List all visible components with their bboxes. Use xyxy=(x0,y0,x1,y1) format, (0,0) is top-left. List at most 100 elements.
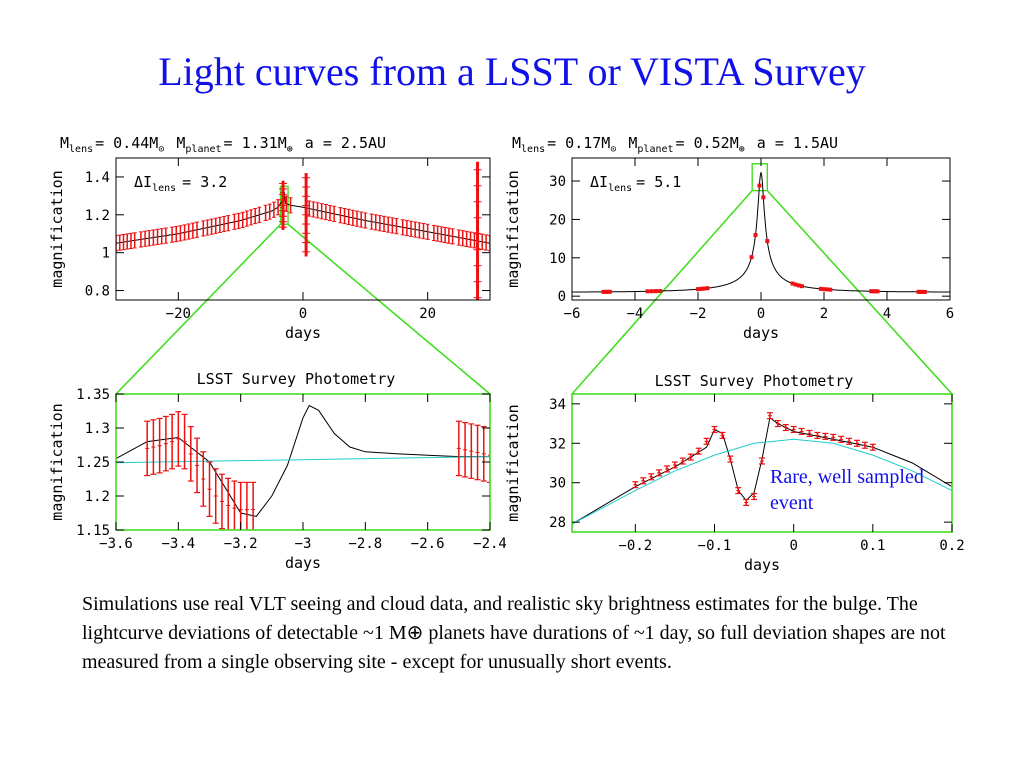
tr-data-point xyxy=(699,286,704,291)
tr-data-point xyxy=(822,287,826,292)
tr-data-point xyxy=(658,289,663,294)
zoom-connectors xyxy=(115,163,953,395)
tr-data-point xyxy=(603,289,608,294)
br-xtick-label: 0.1 xyxy=(860,538,885,554)
tr-model-line xyxy=(572,172,950,293)
bl-xtick-label: −2.4 xyxy=(473,536,507,552)
bl-xtick-label: −3.4 xyxy=(161,536,195,552)
tr-data-point xyxy=(654,289,658,294)
annotation-text: Rare, well sampled event xyxy=(770,466,924,514)
tl-xtick-label: −20 xyxy=(166,306,191,322)
tr-data-point xyxy=(649,289,654,294)
tr-ytick-label: 30 xyxy=(549,174,566,190)
tl-plot-area xyxy=(116,161,490,300)
tl-connector-left xyxy=(115,223,282,395)
tr-ytick-label: 10 xyxy=(549,251,566,267)
bl-xtick-label: −3 xyxy=(295,536,312,552)
br-xtick-label: −0.1 xyxy=(698,538,732,554)
bl-ytick-label: 1.15 xyxy=(76,523,110,539)
br-ytick-label: 34 xyxy=(549,397,566,413)
tr-data-point xyxy=(790,281,795,286)
tr-data-point xyxy=(871,289,876,294)
tr-ytick-label: 0 xyxy=(558,289,566,305)
tr-xtick-label: −6 xyxy=(564,306,581,322)
tr-data-point xyxy=(922,289,927,294)
tr-xtick-label: 4 xyxy=(883,306,891,322)
tr-chart: −6 −4 −2 0 2 4 6 0 10 20 30 days magnification xyxy=(504,157,954,342)
tr-plot-area xyxy=(572,172,950,294)
tr-data-point xyxy=(761,195,766,200)
bl-xtick-label: −2.8 xyxy=(348,536,382,552)
bl-model-line xyxy=(116,404,490,517)
tr-data-point xyxy=(757,183,762,188)
br-frame xyxy=(571,393,953,533)
tr-xtick-label: −2 xyxy=(690,306,707,322)
tr-data-point xyxy=(765,239,770,244)
tr-data-point xyxy=(918,289,923,294)
tr-data-point xyxy=(875,289,880,294)
tl-connector-right xyxy=(287,223,491,395)
tr-data-point xyxy=(601,289,606,294)
bl-xlabel: days xyxy=(285,554,321,572)
bl-ytick-label: 1.3 xyxy=(85,421,110,437)
br-plot-area xyxy=(572,412,952,525)
tr-ytick-label: 20 xyxy=(549,212,566,228)
tl-xtick-label: 20 xyxy=(419,306,436,322)
tr-data-point xyxy=(753,233,758,238)
br-model-line xyxy=(572,416,952,525)
bl-ytick-label: 1.35 xyxy=(76,387,110,403)
tl-caption: Mlens = 0.44M⊙ Mplanet = 1.31M⊕ a = 2.5AU xyxy=(60,134,386,155)
tr-data-point xyxy=(696,287,700,292)
tl-ytick-label: 1.2 xyxy=(85,208,110,224)
tr-data-point xyxy=(796,283,801,288)
tl-xlabel: days xyxy=(285,324,321,342)
bl-ytick-label: 1.2 xyxy=(85,489,110,505)
tr-data-point xyxy=(645,289,650,294)
tl-chart: −20 0 20 0.8 1 1.2 1.4 days magnification xyxy=(48,157,491,342)
tl-delta-label: ΔIlens = 3.2 xyxy=(134,173,227,194)
tr-data-point xyxy=(873,289,878,294)
tr-xtick-label: 2 xyxy=(820,306,828,322)
tr-xtick-label: 0 xyxy=(757,306,765,322)
tr-ylabel: magnification xyxy=(504,170,522,287)
tr-data-point xyxy=(605,289,610,294)
br-ytick-label: 28 xyxy=(549,515,566,531)
tl-ytick-label: 1.4 xyxy=(85,170,110,186)
tr-caption: Mlens = 0.17M⊙ Mplanet = 0.52M⊕ a = 1.5AU xyxy=(512,134,838,155)
bl-ylabel: magnification xyxy=(48,403,66,520)
bl-ytick-label: 1.25 xyxy=(76,455,110,471)
body-text: Simulations use real VLT seeing and clou… xyxy=(82,593,946,673)
tr-data-point xyxy=(916,289,921,294)
bl-xtick-label: −2.6 xyxy=(411,536,445,552)
bl-xtick-label: −3.2 xyxy=(224,536,258,552)
tr-data-point xyxy=(702,286,707,291)
tr-xlabel: days xyxy=(743,324,779,342)
tl-ylabel: magnification xyxy=(48,170,66,287)
br-chart: −0.2 −0.1 0 0.1 0.2 28 30 32 34 days magnification xyxy=(504,393,965,574)
bl-title: LSST Survey Photometry xyxy=(197,370,396,388)
tr-xtick-label: 6 xyxy=(946,306,954,322)
br-ytick-label: 32 xyxy=(549,436,566,452)
tr-data-point xyxy=(749,255,754,260)
tl-ytick-label: 1 xyxy=(102,246,110,262)
tl-ytick-label: 0.8 xyxy=(85,284,110,300)
tr-connector-right xyxy=(766,190,953,395)
tr-zoom-box xyxy=(751,163,768,192)
br-xtick-label: −0.2 xyxy=(618,538,652,554)
tr-frame xyxy=(571,157,951,301)
tl-xtick-label: 0 xyxy=(299,306,307,322)
bl-xtick-label: −3.6 xyxy=(99,536,133,552)
tr-data-point xyxy=(607,289,612,294)
br-xtick-label: 0.2 xyxy=(939,538,964,554)
tr-data-point xyxy=(799,284,804,289)
tr-data-point xyxy=(793,282,798,287)
br-xlabel: days xyxy=(744,556,780,574)
br-title: LSST Survey Photometry xyxy=(655,372,854,390)
br-baseline-line xyxy=(572,438,952,525)
tr-data-point xyxy=(920,289,925,294)
bl-plot-area xyxy=(116,404,490,530)
tr-delta-label: ΔIlens = 5.1 xyxy=(590,173,681,194)
slide-title: Light curves from a LSST or VISTA Survey xyxy=(158,49,866,94)
